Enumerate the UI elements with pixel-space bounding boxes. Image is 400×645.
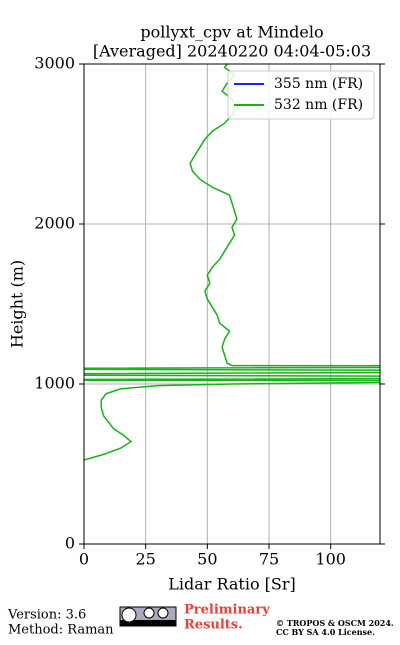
x-axis-label: Lidar Ratio [Sr]: [168, 575, 296, 594]
y-tick-label: 3000: [34, 54, 75, 73]
legend-label: 532 nm (FR): [274, 97, 363, 113]
chart-subtitle: [Averaged] 20240220 04:04-05:03: [93, 42, 371, 61]
legend-label: 355 nm (FR): [274, 76, 363, 92]
cc-logo: [119, 606, 177, 627]
plot-frame: [83, 63, 381, 545]
y-tick-label: 1000: [34, 374, 75, 393]
chart-title: pollyxt_cpv at Mindelo: [140, 23, 323, 42]
license: CC BY SA 4.0 License.: [276, 627, 375, 637]
x-tick-label: 0: [79, 550, 89, 569]
x-tick-label: 100: [315, 550, 346, 569]
y-tick-label: 0: [65, 534, 75, 553]
y-tick-label: 2000: [34, 214, 75, 233]
profile-line: [84, 64, 380, 461]
x-tick-label: 50: [197, 550, 217, 569]
results-label: Results.: [184, 618, 243, 633]
copyright: © TROPOS & OSCM 2024.: [276, 618, 394, 628]
legend-box: [227, 70, 375, 120]
method: Method: Raman: [8, 623, 114, 638]
version: Version: 3.6: [7, 608, 86, 623]
preliminary-label: Preliminary: [184, 603, 270, 618]
x-tick-label: 75: [259, 550, 279, 569]
x-tick-label: 25: [135, 550, 155, 569]
y-axis-label: Height (m): [8, 260, 27, 348]
legend: 355 nm (FR) 532 nm (FR): [227, 70, 375, 120]
